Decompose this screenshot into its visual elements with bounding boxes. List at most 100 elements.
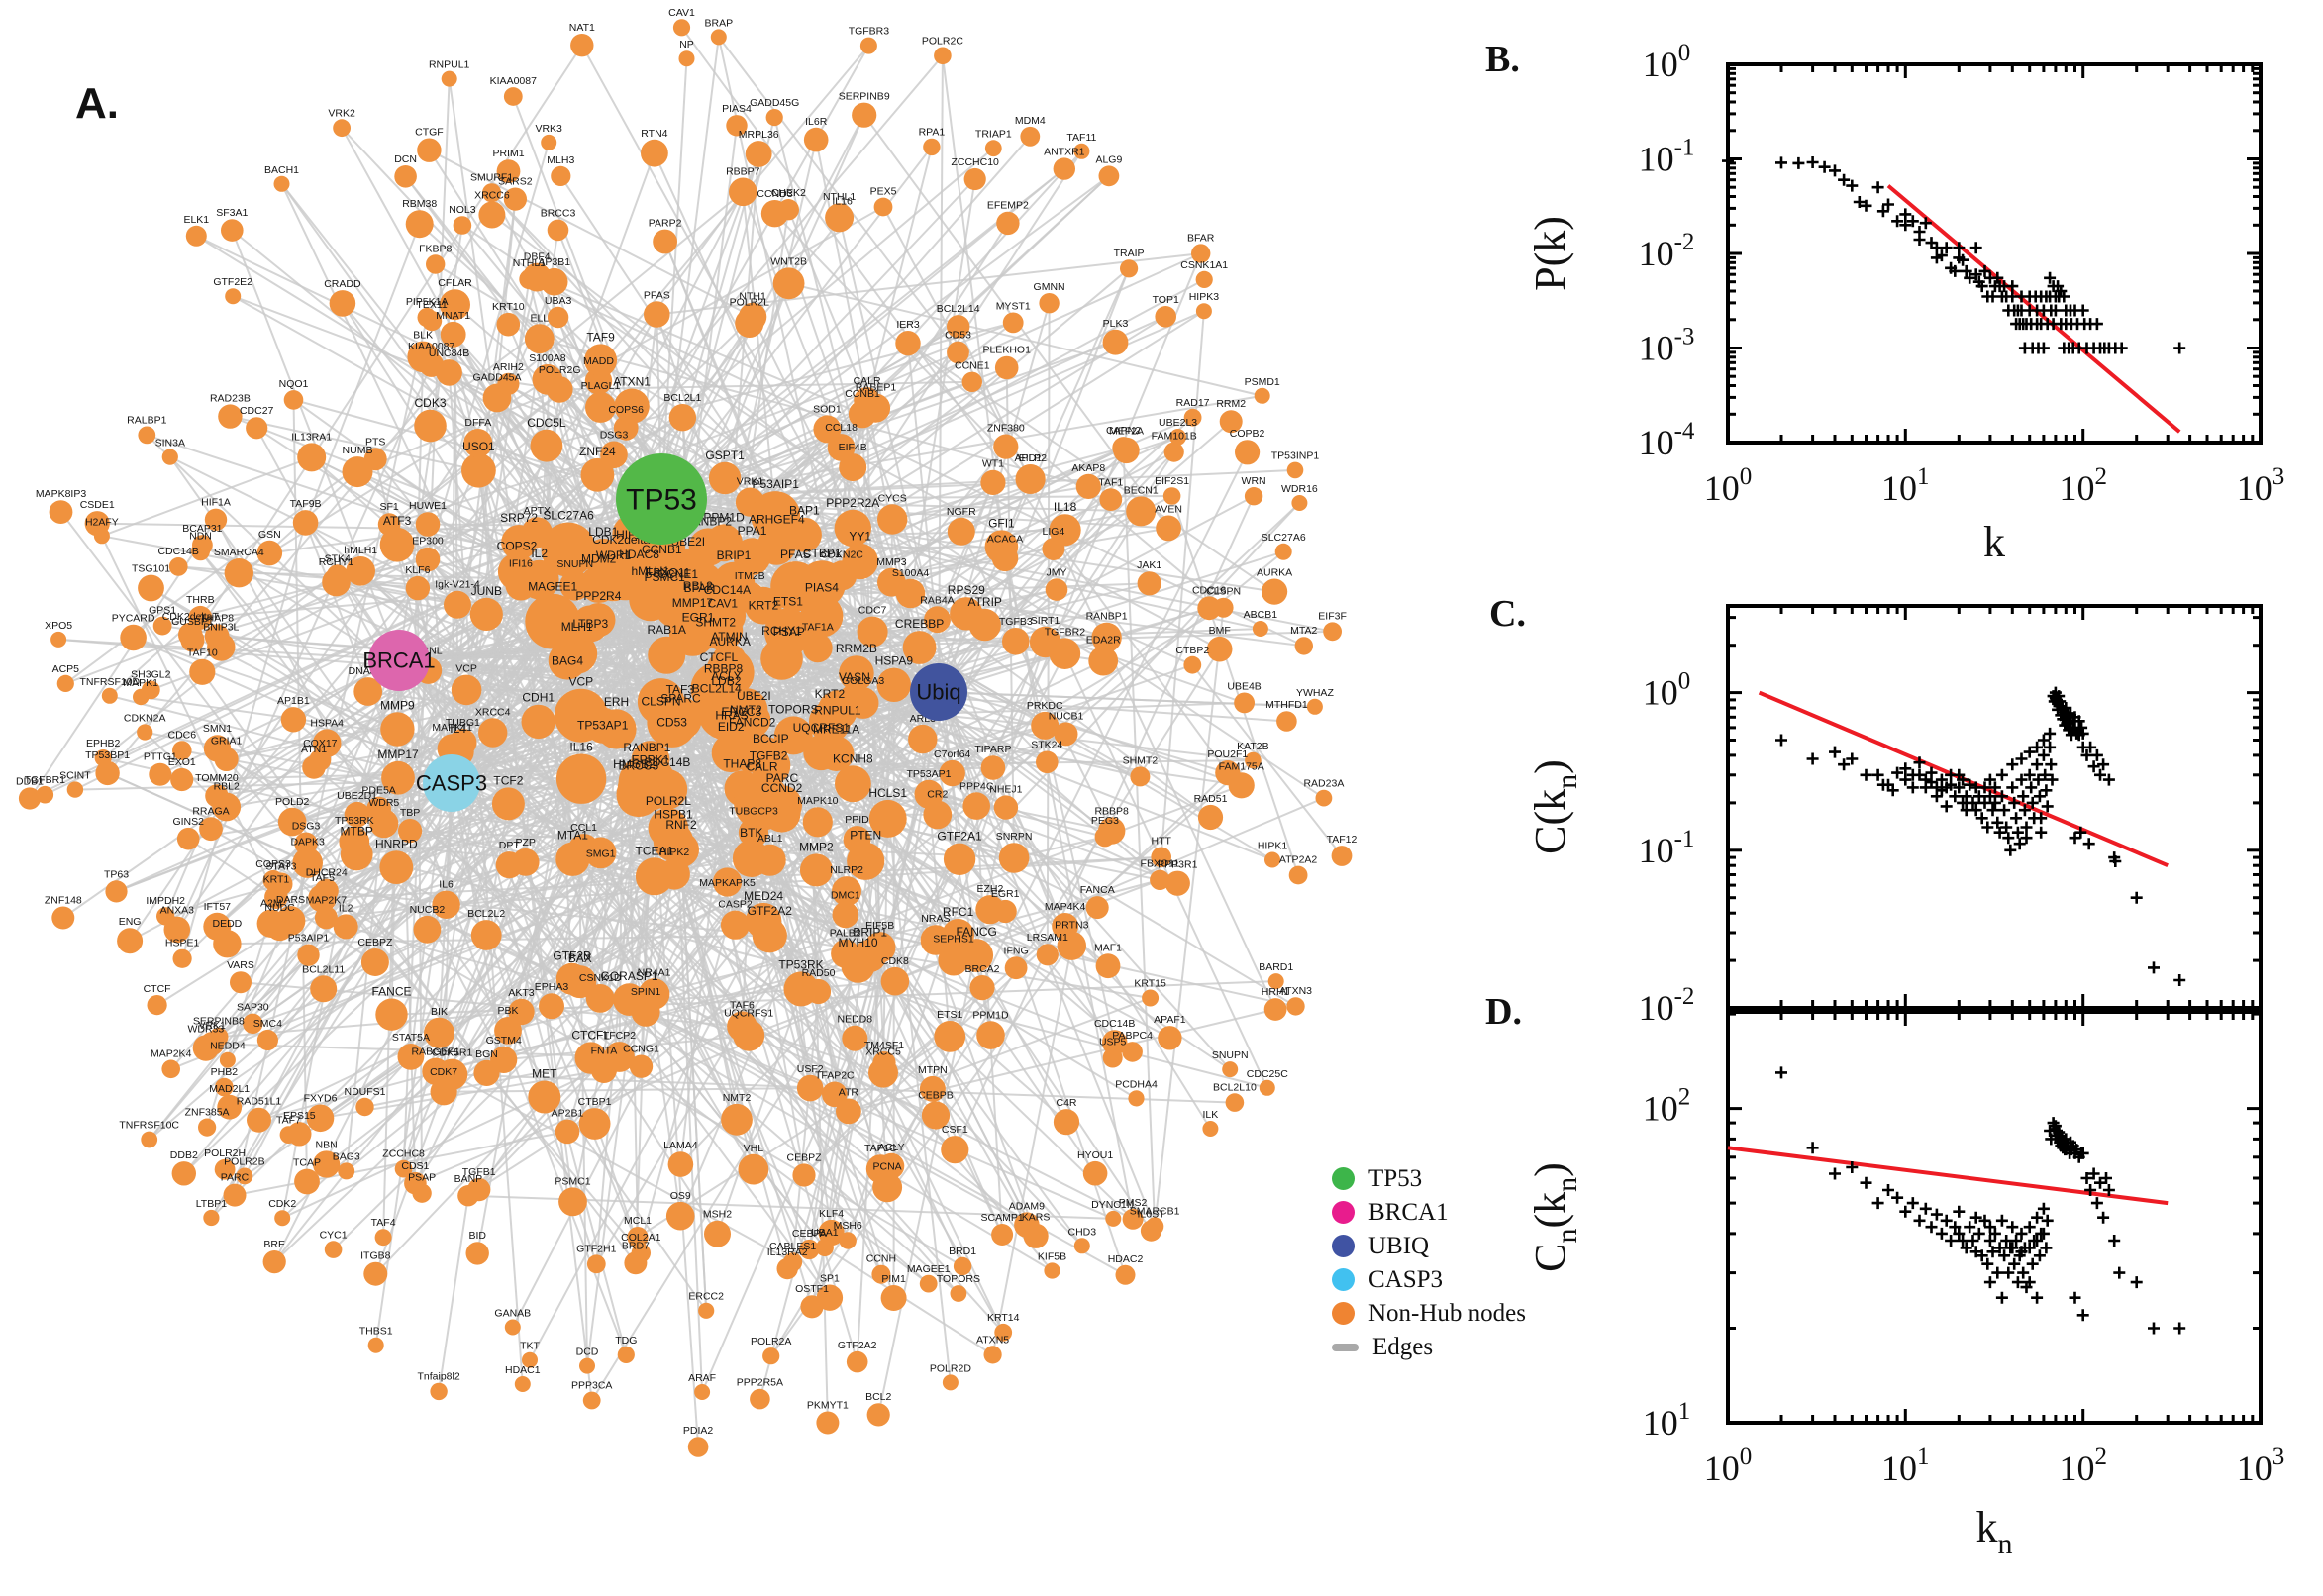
svg-text:BCL2L14: BCL2L14 [937, 303, 980, 315]
svg-text:SLC27A6: SLC27A6 [1262, 532, 1306, 544]
svg-text:TAF9B: TAF9B [290, 498, 322, 510]
svg-text:GSTM4: GSTM4 [486, 1035, 522, 1047]
svg-text:MTA1: MTA1 [557, 829, 588, 843]
svg-text:HMGB2: HMGB2 [613, 757, 656, 771]
svg-text:CDK3: CDK3 [414, 396, 446, 410]
svg-text:SMARCA4: SMARCA4 [214, 547, 264, 558]
casp3-dot-icon [1332, 1268, 1355, 1291]
panel-label-a: A. [75, 79, 119, 128]
hub-node-tp53 [616, 453, 707, 545]
svg-text:HIPK3: HIPK3 [1189, 291, 1220, 303]
svg-text:PSMC1: PSMC1 [645, 570, 686, 584]
svg-text:MRE11A: MRE11A [813, 722, 859, 736]
svg-text:VARS: VARS [227, 959, 254, 971]
svg-text:HIPK1: HIPK1 [1258, 841, 1288, 852]
svg-text:102: 102 [2059, 463, 2107, 508]
svg-text:MLH3: MLH3 [547, 154, 574, 166]
svg-text:GANAB: GANAB [494, 1308, 531, 1320]
svg-text:RAD23A: RAD23A [1303, 778, 1344, 790]
svg-text:CDC14B: CDC14B [157, 546, 198, 557]
svg-text:CCND2: CCND2 [761, 781, 803, 795]
svg-text:USO1: USO1 [462, 440, 495, 453]
svg-text:BCAP31: BCAP31 [182, 523, 222, 535]
svg-text:PIP5K1A: PIP5K1A [406, 296, 449, 308]
svg-text:CCND3: CCND3 [757, 188, 792, 200]
svg-text:DAPK3: DAPK3 [290, 836, 325, 848]
svg-text:WDR16: WDR16 [1281, 483, 1318, 495]
svg-text:UBE2D1: UBE2D1 [337, 790, 377, 802]
svg-text:TDG: TDG [615, 1335, 637, 1347]
svg-text:SAP30: SAP30 [237, 1002, 269, 1014]
svg-text:FBXO11: FBXO11 [1141, 858, 1180, 870]
svg-text:AKAP8: AKAP8 [1071, 462, 1105, 474]
svg-text:CDKN2C: CDKN2C [821, 549, 864, 560]
svg-text:TGFB1: TGFB1 [462, 1166, 496, 1178]
svg-text:WNT2B: WNT2B [770, 255, 807, 267]
hub-node-casp3 [423, 754, 480, 812]
svg-text:ENG: ENG [119, 916, 142, 928]
svg-text:HTT: HTT [1151, 836, 1171, 848]
plot-d: 100 101 102 103 101 102 kn Cn(kn) [1526, 1010, 2284, 1560]
svg-text:HSPA9: HSPA9 [875, 654, 914, 668]
svg-text:GTF2B: GTF2B [553, 949, 591, 963]
svg-text:MMP3: MMP3 [876, 556, 906, 568]
svg-text:Tnfaip8l2: Tnfaip8l2 [417, 1371, 459, 1383]
svg-text:ALG9: ALG9 [1095, 153, 1122, 165]
svg-text:CTBP1: CTBP1 [578, 1096, 612, 1108]
svg-text:KAT2B: KAT2B [1237, 741, 1268, 752]
svg-text:MMP2: MMP2 [799, 840, 834, 853]
svg-text:USF2: USF2 [797, 1063, 824, 1075]
svg-text:TNFRSF10C: TNFRSF10C [119, 1120, 179, 1132]
svg-text:LDB1: LDB1 [588, 525, 618, 539]
svg-text:CDK8: CDK8 [881, 955, 909, 967]
svg-text:COPB2: COPB2 [1230, 428, 1265, 440]
svg-text:BLK: BLK [413, 330, 433, 342]
svg-text:TAF10: TAF10 [187, 648, 218, 659]
svg-text:BAG4: BAG4 [552, 653, 583, 667]
svg-text:HSPB1: HSPB1 [654, 808, 693, 822]
svg-text:RAD50: RAD50 [802, 967, 836, 979]
svg-text:MNAT1: MNAT1 [436, 310, 470, 322]
svg-text:ATN1: ATN1 [301, 744, 327, 755]
hub-node-brca1 [368, 630, 430, 691]
svg-text:PIAS4: PIAS4 [722, 103, 752, 115]
svg-text:MAPK8IP3: MAPK8IP3 [36, 488, 87, 500]
svg-text:HCLS1: HCLS1 [868, 786, 907, 800]
svg-text:DDB1: DDB1 [16, 775, 44, 787]
svg-text:TP63: TP63 [104, 868, 129, 880]
svg-text:ZNF385A: ZNF385A [185, 1107, 230, 1119]
svg-text:TGFBR2: TGFBR2 [1045, 626, 1086, 638]
svg-text:CTGF: CTGF [415, 127, 444, 139]
svg-text:WRN: WRN [1242, 475, 1266, 487]
panel-label-d: D. [1485, 991, 1522, 1033]
svg-text:VHL: VHL [744, 1143, 764, 1154]
svg-text:PEG3: PEG3 [1091, 815, 1119, 827]
svg-text:PLAGL1: PLAGL1 [581, 380, 621, 392]
plot-b: 100 101 102 103 10-4 10-3 10-2 10-1 100 k P(k) [1526, 40, 2284, 566]
svg-text:AURKA: AURKA [1257, 567, 1292, 579]
svg-text:TSG101: TSG101 [132, 563, 170, 575]
svg-text:BNIP3L: BNIP3L [203, 621, 239, 633]
svg-text:101: 101 [1881, 1444, 1930, 1488]
svg-text:CSF1: CSF1 [942, 1124, 968, 1136]
svg-text:BID: BID [468, 1230, 486, 1242]
svg-text:CHD3: CHD3 [1068, 1226, 1097, 1238]
svg-text:ATXN3: ATXN3 [1279, 985, 1312, 997]
svg-text:MTA2: MTA2 [1290, 625, 1317, 637]
svg-text:SPARC: SPARC [660, 692, 701, 706]
svg-text:STAT3: STAT3 [265, 860, 296, 872]
svg-text:THBS1: THBS1 [359, 1326, 393, 1338]
svg-text:GOLGA3: GOLGA3 [842, 675, 884, 687]
svg-text:CEBPZ: CEBPZ [357, 937, 393, 948]
svg-text:10-1: 10-1 [1639, 135, 1695, 179]
svg-text:IL16: IL16 [569, 741, 593, 754]
svg-text:ARIH2: ARIH2 [493, 361, 524, 373]
svg-text:SNUPN: SNUPN [556, 558, 593, 570]
svg-text:10-3: 10-3 [1639, 324, 1695, 368]
svg-text:MAD2L1: MAD2L1 [209, 1083, 250, 1095]
svg-text:OS9: OS9 [670, 1190, 691, 1202]
svg-text:BCL2L14: BCL2L14 [692, 682, 742, 696]
legend-item-tp53: TP53 [1332, 1165, 1526, 1192]
svg-text:EIF5B: EIF5B [865, 920, 894, 932]
nonhub-dot-icon [1332, 1302, 1355, 1325]
